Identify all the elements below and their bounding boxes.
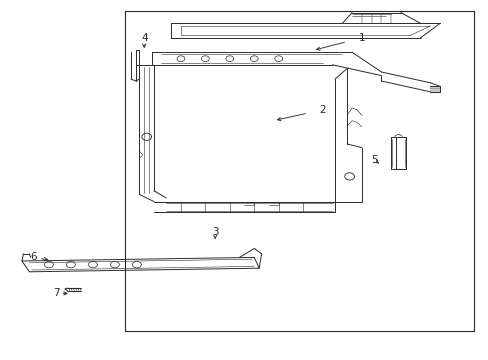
Text: 3: 3 [211,227,218,237]
Text: 6: 6 [30,252,37,262]
Text: 5: 5 [370,155,377,165]
Text: 1: 1 [358,33,365,43]
Text: 4: 4 [141,33,147,43]
Text: 7: 7 [53,288,60,298]
Text: 2: 2 [319,105,325,115]
